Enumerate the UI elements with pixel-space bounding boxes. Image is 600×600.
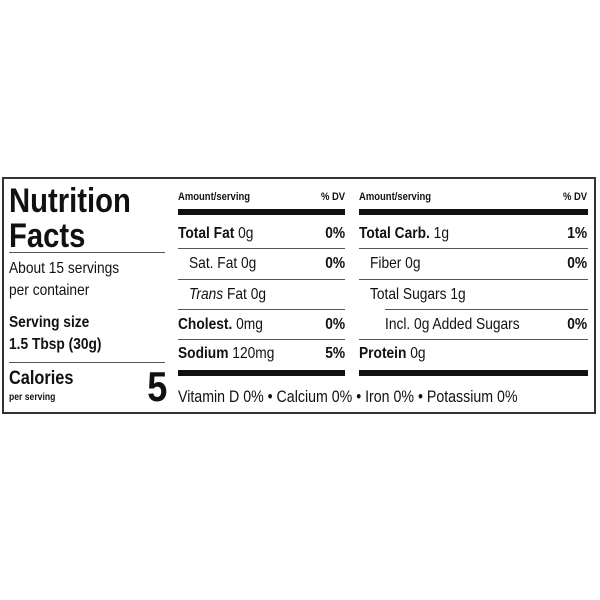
dv-total-fat: 0% <box>325 225 345 242</box>
dv-fiber: 0% <box>567 255 587 272</box>
nutrient-cholesterol: Cholest. 0mg <box>178 316 263 333</box>
nutrient-total-carb: Total Carb. 1g <box>359 225 449 242</box>
divider <box>178 248 345 249</box>
thick-divider <box>359 209 588 215</box>
divider <box>178 279 345 280</box>
calories-label: Calories <box>9 368 74 389</box>
nutrient-total-fat: Total Fat 0g <box>178 225 254 242</box>
divider <box>178 339 345 340</box>
dv-header: % DV <box>320 191 345 203</box>
serving-size-value: 1.5 Tbsp (30g) <box>9 336 102 353</box>
divider <box>359 279 588 280</box>
dv-sodium: 5% <box>325 345 345 362</box>
dv-cholesterol: 0% <box>325 316 345 333</box>
vitamins-minerals: Vitamin D 0% • Calcium 0% • Iron 0% • Po… <box>178 388 518 406</box>
thick-divider <box>359 370 588 376</box>
dv-total-carb: 1% <box>567 225 587 242</box>
serving-size-label: Serving size <box>9 314 90 331</box>
amount-header: Amount/serving <box>178 191 251 203</box>
calories-value: 5 <box>146 363 167 410</box>
divider <box>9 362 165 363</box>
thick-divider <box>178 370 345 376</box>
dv-added-sugars: 0% <box>567 316 587 333</box>
nutrient-sat-fat: Sat. Fat 0g <box>189 255 257 272</box>
dv-header-right: % DV <box>562 191 587 203</box>
divider <box>385 309 588 310</box>
nutrient-trans-fat: Trans Fat 0g <box>189 286 266 303</box>
servings-per-container: About 15 servings <box>9 260 120 277</box>
divider <box>178 309 345 310</box>
thick-divider <box>178 209 345 215</box>
nutrient-protein: Protein 0g <box>359 345 426 362</box>
nutrient-fiber: Fiber 0g <box>370 255 421 272</box>
divider <box>9 252 165 253</box>
amount-header-right: Amount/serving <box>359 191 432 203</box>
title-facts: Facts <box>9 217 86 255</box>
divider <box>359 248 588 249</box>
calories-sub: per serving <box>9 392 56 403</box>
nutrient-total-sugars: Total Sugars 1g <box>370 286 466 303</box>
servings-per-container-2: per container <box>9 282 90 299</box>
dv-sat-fat: 0% <box>325 255 345 272</box>
divider <box>359 339 588 340</box>
title-nutrition: Nutrition <box>9 182 131 220</box>
nutrient-sodium: Sodium 120mg <box>178 345 275 362</box>
nutrition-facts-label <box>2 177 596 414</box>
nutrient-added-sugars: Incl. 0g Added Sugars <box>385 316 520 333</box>
